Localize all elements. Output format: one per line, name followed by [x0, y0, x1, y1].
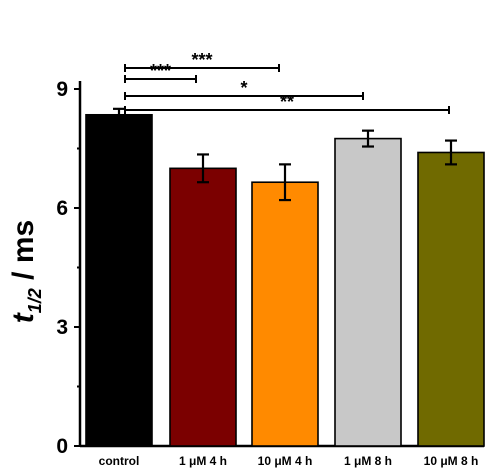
labels-layer: 0 3 6 9 t1/2 / ms control 1 μM 4 h 10 μM 4 h 1 μ… — [7, 78, 478, 468]
y-axis-label-subscript: 1/2 — [25, 288, 45, 313]
bar — [85, 113, 153, 447]
significance-label: ** — [280, 92, 294, 112]
y-tick-label: 6 — [56, 197, 68, 220]
bar — [251, 181, 319, 447]
significance-label: *** — [150, 61, 171, 81]
bar — [417, 151, 485, 447]
bar — [169, 167, 237, 447]
error-bars-layer — [113, 107, 457, 202]
bar — [334, 137, 402, 447]
y-tick-label: 9 — [56, 78, 68, 101]
bars-layer — [85, 113, 485, 447]
y-tick-label: 0 — [56, 435, 68, 458]
y-axis-label-main: t — [7, 311, 40, 323]
y-axis-label: t1/2 / ms — [7, 220, 45, 323]
significance-label: *** — [191, 50, 212, 70]
x-tick-label: 10 μM 4 h — [258, 454, 313, 468]
x-tick-label: 1 μM 8 h — [344, 454, 392, 468]
y-axis-label-unit: / ms — [7, 220, 40, 288]
x-tick-label: control — [99, 454, 140, 468]
x-tick-label: 1 μM 4 h — [179, 454, 227, 468]
y-tick-label: 3 — [56, 316, 68, 339]
x-tick-label: 10 μM 8 h — [424, 454, 479, 468]
significance-label: * — [240, 78, 247, 98]
significance-layer: ********* — [124, 50, 450, 114]
